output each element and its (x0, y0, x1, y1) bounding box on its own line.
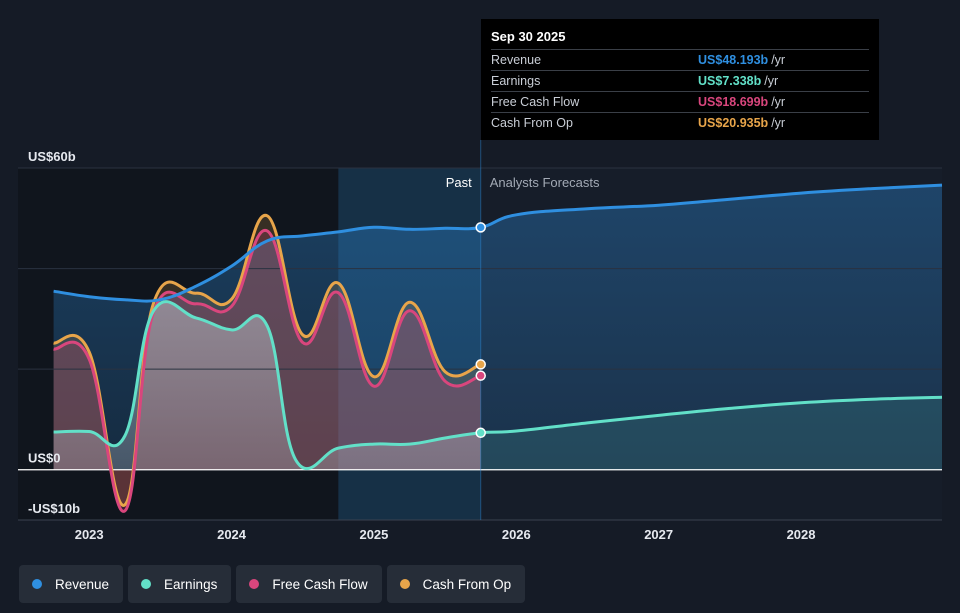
legend-label: Cash From Op (422, 576, 512, 592)
revenue-line (53, 183, 943, 303)
point-marker (475, 359, 486, 370)
y-tick-label: -US$10b (28, 501, 80, 516)
tooltip-value: US$48.193b (698, 53, 769, 67)
legend-label: Revenue (55, 576, 110, 592)
cash-from-op-line (53, 214, 482, 507)
legend-item-free-cash-flow[interactable]: Free Cash Flow (236, 565, 382, 603)
y-tick-label: US$60b (28, 149, 76, 164)
x-tick-label: 2027 (644, 527, 673, 542)
y-tick-label: US$0 (28, 451, 61, 466)
tooltip-label: Free Cash Flow (491, 95, 580, 109)
free-cash-flow-line (53, 229, 482, 513)
earnings-dot-icon (141, 579, 152, 589)
tooltip: Sep 30 2025 Revenue US$48.193b /yr Earni… (481, 19, 879, 140)
past-label: Past (446, 175, 472, 190)
legend-item-earnings[interactable]: Earnings (128, 565, 232, 603)
tooltip-row-earnings: Earnings US$7.338b /yr (491, 70, 869, 91)
x-tick-label: 2024 (217, 527, 247, 542)
tooltip-unit: /yr (771, 95, 786, 109)
tooltip-unit: /yr (771, 116, 786, 130)
legend-label: Earnings (164, 576, 218, 592)
tooltip-unit: /yr (771, 53, 786, 67)
x-tick-label: 2026 (502, 527, 531, 542)
forecast-label: Analysts Forecasts (490, 175, 600, 190)
legend-item-cash-from-op[interactable]: Cash From Op (386, 565, 526, 603)
tooltip-value: US$7.338b (698, 74, 762, 88)
legend-item-revenue[interactable]: Revenue (19, 565, 124, 603)
x-tick-label: 2025 (359, 527, 388, 542)
legend: Revenue Earnings Free Cash Flow Cash Fro… (19, 565, 526, 603)
tooltip-row-free-cash-flow: Free Cash Flow US$18.699b /yr (491, 91, 869, 112)
tooltip-value: US$20.935b (698, 116, 769, 130)
tooltip-unit: /yr (764, 74, 779, 88)
x-tick-label: 2028 (787, 527, 816, 542)
legend-label: Free Cash Flow (272, 576, 368, 592)
earnings-forecast-area (480, 397, 942, 470)
cash-from-op-dot-icon (399, 579, 410, 589)
tooltip-label: Revenue (491, 53, 542, 67)
free-cash-flow-dot-icon (249, 579, 260, 589)
revenue-dot-icon (32, 579, 42, 589)
earnings-past-area (53, 301, 481, 470)
tooltip-value: US$18.699b (698, 95, 769, 109)
tooltip-date: Sep 30 2025 (491, 29, 566, 44)
tooltip-label: Earnings (491, 74, 541, 88)
point-marker (475, 427, 486, 439)
tooltip-row-cash-from-op: Cash From Op US$20.935b /yr (491, 112, 869, 133)
point-marker (475, 222, 486, 233)
point-marker (475, 370, 486, 381)
x-tick-label: 2023 (75, 527, 104, 542)
tooltip-row-revenue: Revenue US$48.193b /yr (491, 49, 869, 70)
earnings-line (53, 300, 943, 470)
tooltip-label: Cash From Op (491, 116, 573, 130)
